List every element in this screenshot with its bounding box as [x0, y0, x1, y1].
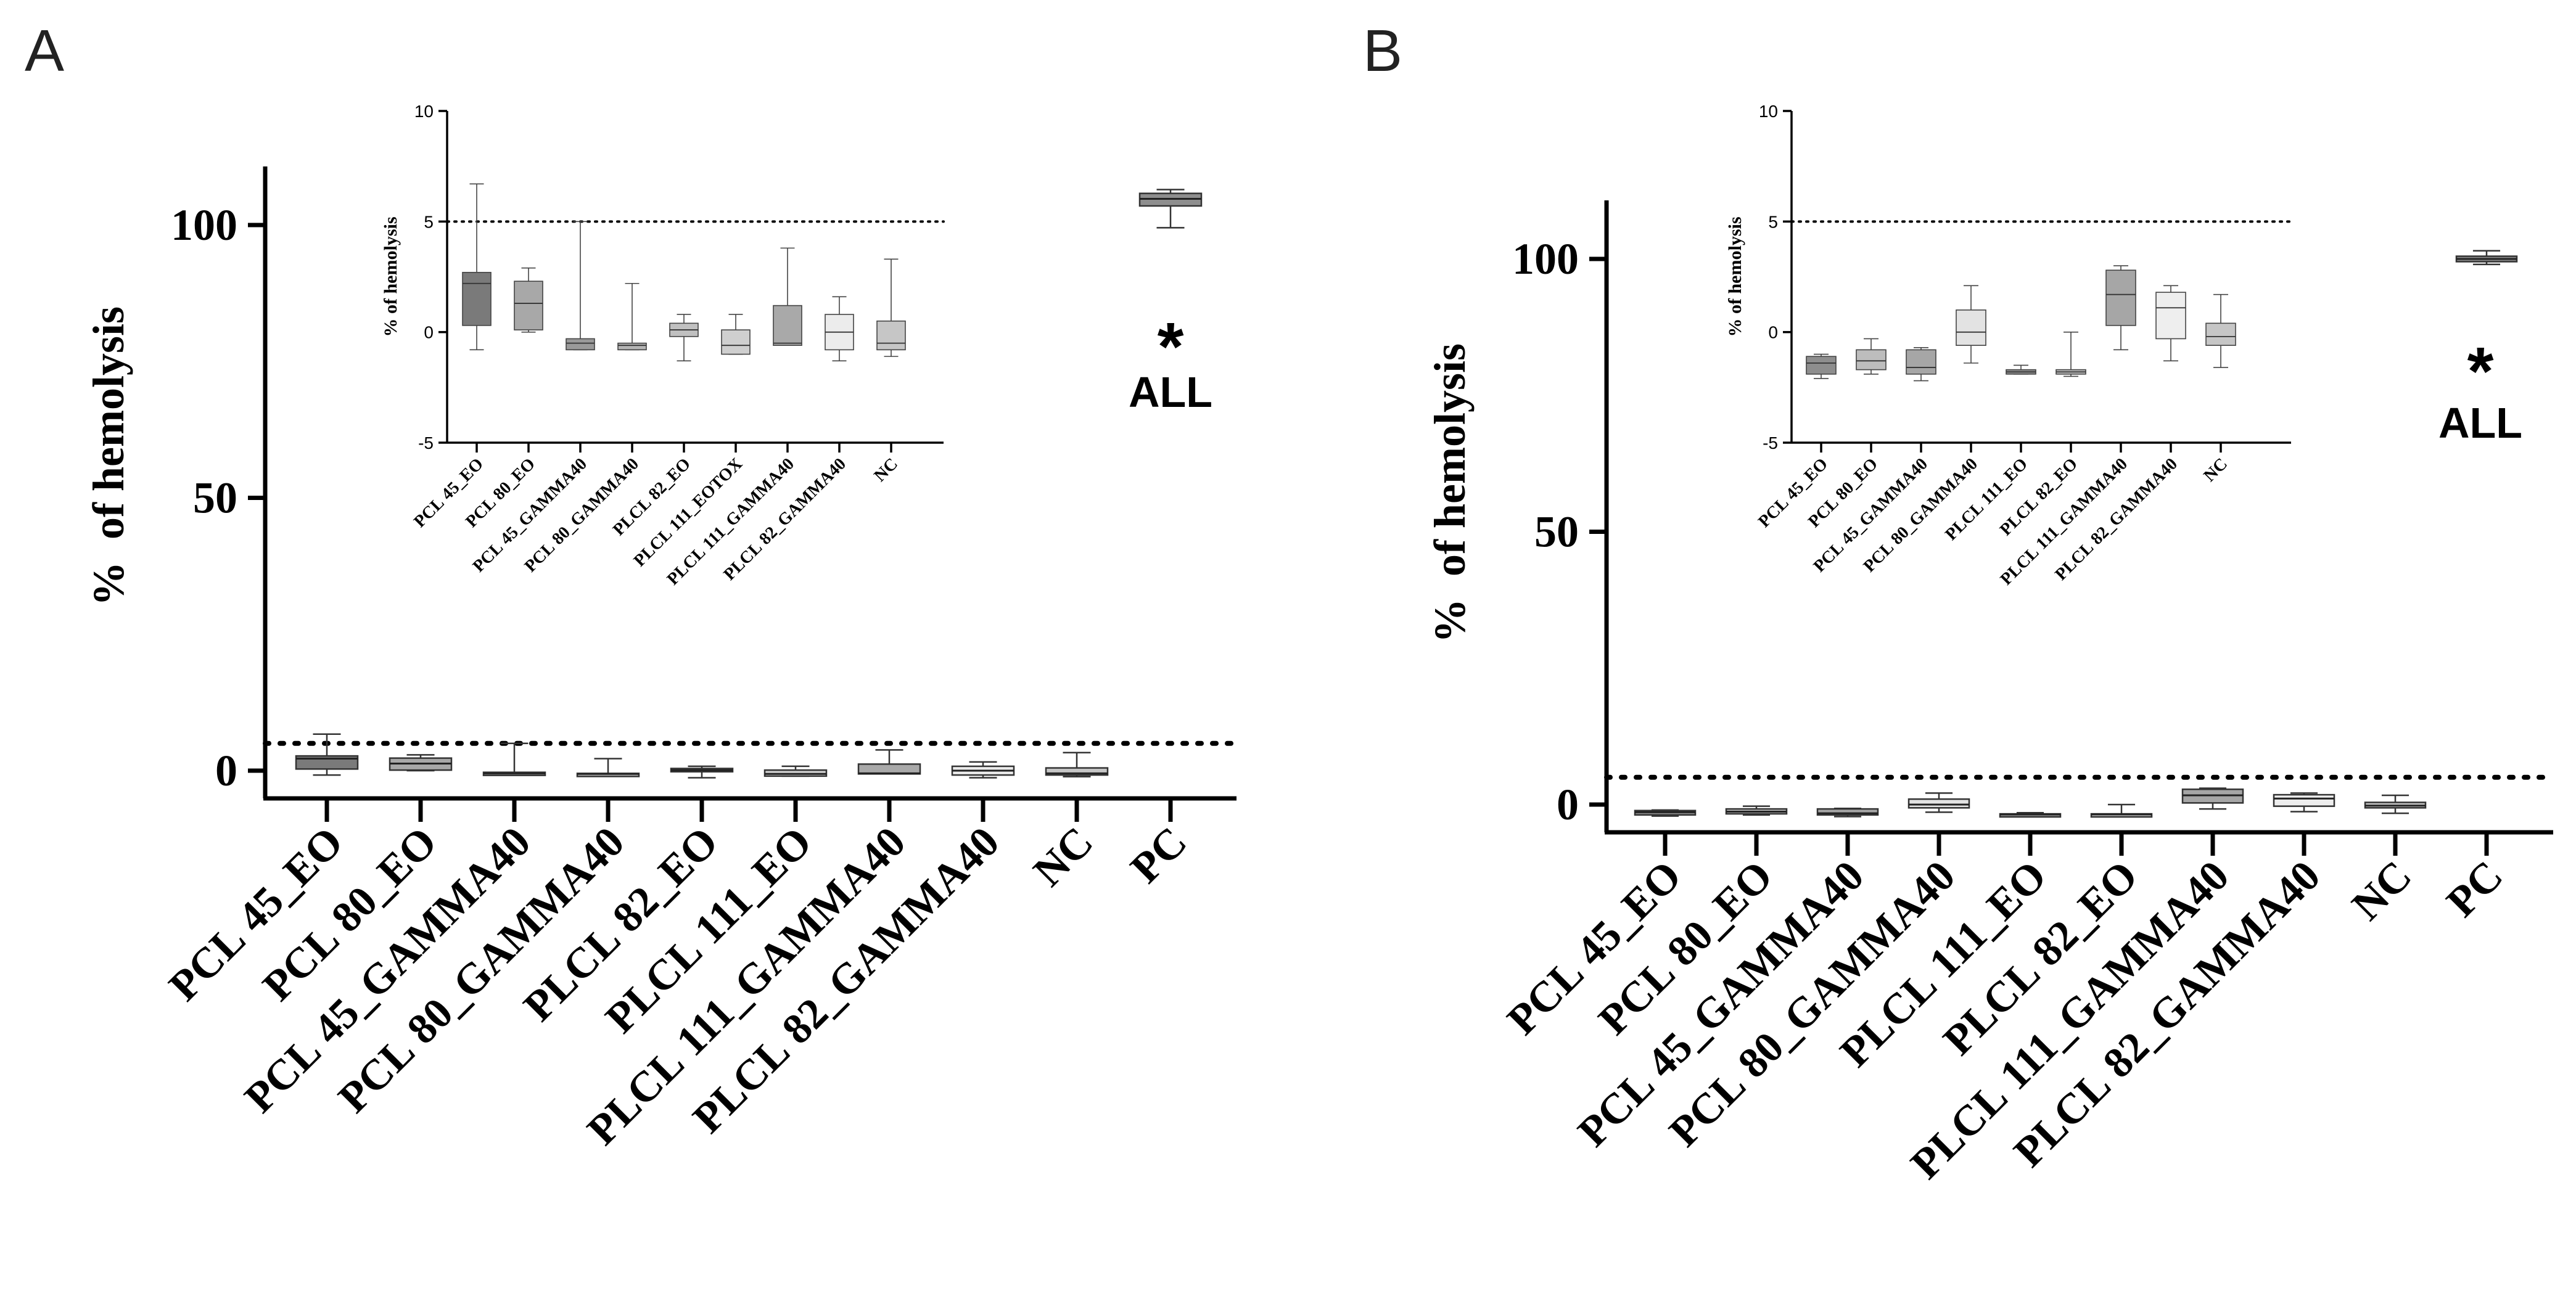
inset-box-4 [617, 282, 647, 351]
inset-box-iqr [773, 305, 802, 346]
inset-box-8 [825, 296, 854, 362]
inset-box-iqr [617, 342, 647, 351]
panel-a-letter: A [25, 18, 64, 84]
inset-box-iqr [721, 329, 751, 355]
inset-box-4 [1956, 285, 1986, 364]
category-label: PC [1122, 818, 1196, 892]
inset-box-iqr [1806, 356, 1837, 375]
inset-box-iqr [566, 338, 595, 351]
inset-box-8 [2155, 285, 2186, 362]
inset-y-tick-label: 0 [1768, 323, 1778, 342]
category-label: PC [2438, 852, 2512, 926]
y-tick-label: 50 [1534, 507, 1579, 557]
box-6 [763, 765, 828, 777]
inset-box-9 [2205, 293, 2236, 368]
box-3 [482, 742, 546, 776]
inset-box-iqr [876, 320, 906, 351]
box-5 [1999, 812, 2062, 818]
inset-box-iqr [514, 281, 543, 330]
y-axis-label: % of hemolysis [1425, 343, 1475, 643]
box-iqr [1907, 798, 1970, 809]
box-1 [295, 733, 359, 776]
category-label: NC [2343, 852, 2421, 930]
inset-box-6 [721, 314, 751, 355]
box-3 [1816, 807, 1879, 818]
y-tick-label: 0 [1557, 780, 1579, 829]
inset-box-9 [876, 258, 906, 357]
inset-box-3 [1906, 346, 1936, 382]
inset-y-tick-label: -5 [418, 433, 434, 453]
significance-label: ALL [2438, 399, 2522, 447]
y-tick-label: 50 [193, 473, 237, 523]
inset-y-tick-label: 10 [414, 102, 434, 121]
box-10 [2455, 250, 2518, 266]
box-9 [1045, 752, 1109, 777]
inset-category-label: NC [870, 454, 902, 486]
box-7 [857, 749, 921, 775]
inset-box-3 [566, 221, 595, 351]
inset-box-5 [2006, 364, 2036, 375]
inset-box-2 [514, 267, 543, 333]
inset-box-5 [669, 314, 699, 362]
box-5 [670, 765, 734, 779]
inset-box-1 [1806, 353, 1837, 379]
box-iqr [2273, 793, 2335, 807]
box-7 [2181, 787, 2244, 810]
box-iqr [1045, 767, 1109, 776]
inset-y-tick-label: 0 [424, 323, 434, 342]
box-8 [951, 761, 1015, 779]
inset-box-iqr [1906, 349, 1936, 375]
panel-b-letter: B [1363, 18, 1402, 84]
inset-y-tick-label: 5 [1768, 212, 1778, 231]
y-tick-label: 100 [171, 200, 237, 250]
box-8 [2273, 792, 2335, 813]
y-axis-label: % of hemolysis [84, 306, 133, 606]
inset-box-1 [462, 183, 492, 351]
inset-y-axis-label: % of hemolysis [381, 217, 401, 337]
significance-star: * [2467, 334, 2494, 409]
inset-box-iqr [2205, 322, 2236, 346]
box-2 [1725, 805, 1788, 816]
inset-box-iqr [462, 272, 492, 326]
significance-star: * [1158, 309, 1184, 385]
inset-box-iqr [1856, 349, 1887, 371]
inset-y-tick-label: 10 [1759, 102, 1778, 121]
box-4 [576, 758, 640, 777]
inset-box-6 [2055, 331, 2086, 377]
inset-box-iqr [1956, 309, 1986, 346]
box-10 [1138, 189, 1203, 229]
box-1 [1634, 809, 1697, 817]
y-tick-label: 100 [1512, 234, 1579, 284]
box-6 [2090, 803, 2153, 818]
inset-box-iqr [2155, 292, 2186, 340]
significance-label: ALL [1129, 368, 1212, 416]
box-iqr [857, 763, 921, 775]
box-9 [2364, 794, 2427, 814]
inset-box-7 [2105, 265, 2136, 351]
inset-box-7 [773, 247, 802, 346]
box-2 [389, 754, 453, 772]
category-label: NC [1024, 818, 1102, 896]
inset-y-tick-label: 5 [424, 212, 434, 231]
inset-category-label: NC [2200, 454, 2231, 486]
y-tick-label: 0 [215, 746, 237, 795]
box-4 [1907, 792, 1970, 813]
inset-y-tick-label: -5 [1763, 433, 1778, 453]
inset-y-axis-label: % of hemolysis [1725, 217, 1745, 337]
box-iqr [1816, 808, 1879, 816]
inset-box-iqr [2105, 269, 2136, 326]
inset-box-2 [1856, 338, 1887, 375]
